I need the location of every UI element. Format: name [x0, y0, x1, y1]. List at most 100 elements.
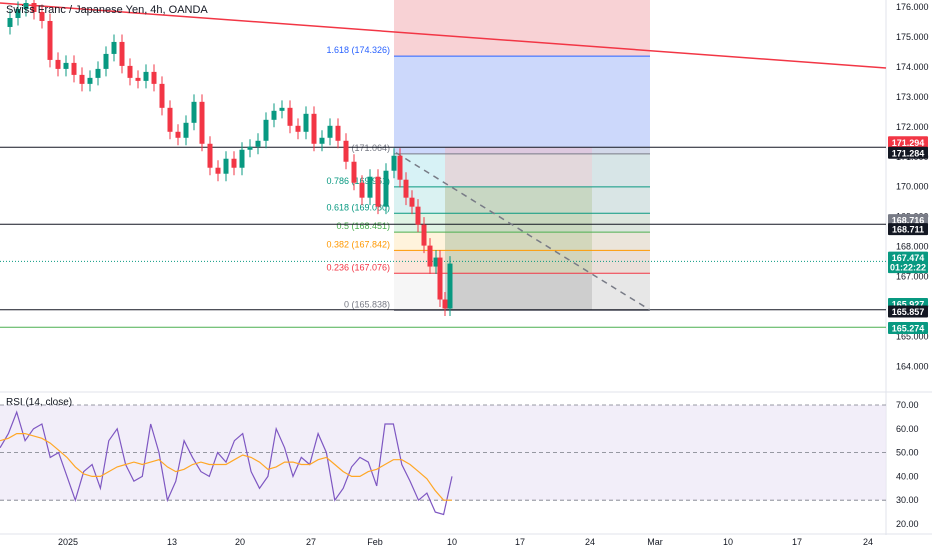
rsi-series-rsi [0, 410, 453, 516]
price-tick-label: 174.000 [896, 62, 929, 72]
fib-label: 0.786 (169.961) [326, 176, 390, 186]
price-label: 165.274 [892, 323, 925, 333]
candle [255, 140, 261, 147]
fib-band [394, 213, 650, 233]
candle [55, 59, 61, 69]
candle [375, 176, 381, 207]
candle [31, 3, 37, 12]
price-label-box [888, 321, 928, 334]
candle [437, 257, 443, 300]
price-tick-label: 175.000 [896, 32, 929, 42]
candle [427, 245, 433, 267]
candle [409, 197, 415, 207]
fib-label: 0.382 (167.842) [326, 239, 390, 249]
price-label-box [888, 146, 928, 159]
candle [287, 107, 293, 126]
rsi-title: RSI (14, close) [6, 397, 73, 408]
candle [151, 71, 157, 84]
candle [127, 65, 133, 78]
candle [135, 77, 141, 81]
candle [47, 20, 53, 60]
x-tick-label: 20 [235, 537, 245, 547]
price-label: 168.711 [892, 225, 924, 235]
candle [15, 8, 21, 18]
price-label: 165.927 [892, 300, 925, 310]
candle [415, 206, 421, 225]
x-tick-label: Feb [367, 537, 383, 547]
price-label-box [888, 223, 928, 236]
candle [175, 131, 181, 138]
fib-band [394, 232, 650, 251]
candle [7, 17, 13, 27]
candle [271, 110, 277, 120]
position-stop-zone [445, 147, 592, 274]
candle [119, 41, 125, 66]
candle [279, 107, 285, 111]
price-label-box [888, 305, 928, 318]
price-label-box [888, 136, 928, 149]
fib-label: 1.618 (174.326) [326, 45, 390, 55]
candle [199, 101, 205, 144]
fib-label: 1 (171.064) [344, 143, 390, 153]
candle [351, 161, 357, 183]
rsi-tick-label: 60.00 [896, 424, 919, 434]
candle [335, 125, 341, 141]
x-tick-label: 10 [447, 537, 457, 547]
price-label-box [888, 251, 928, 264]
candle [231, 158, 237, 168]
candle [223, 158, 229, 174]
candle [95, 68, 101, 78]
fib-zone-extension [394, 56, 650, 154]
price-label: 171.294 [892, 138, 925, 148]
candle [183, 122, 189, 138]
fib-label: 0.236 (167.076) [326, 262, 390, 272]
rsi-tick-label: 40.00 [896, 471, 919, 481]
candle [442, 299, 448, 309]
x-tick-label: Mar [647, 537, 663, 547]
candle [79, 74, 85, 84]
candle [263, 119, 269, 141]
rsi-series-ma [0, 433, 452, 501]
candle [159, 83, 165, 108]
x-tick-label: 2025 [58, 537, 78, 547]
candle [111, 41, 117, 54]
rsi-tick-label: 20.00 [896, 519, 919, 529]
x-tick-label: 24 [585, 537, 595, 547]
x-tick-label: 10 [723, 537, 733, 547]
price-label-box [888, 261, 928, 274]
price-label: 167.474 [892, 253, 925, 263]
candle [207, 143, 213, 168]
price-label: 171.284 [892, 148, 925, 158]
candle [247, 146, 253, 150]
x-tick-label: 17 [792, 537, 802, 547]
candle [23, 3, 29, 9]
candle [295, 125, 301, 132]
x-tick-label: 13 [167, 537, 177, 547]
position-target-zone [445, 273, 592, 311]
projection-line [395, 152, 651, 311]
rsi-tick-label: 30.00 [896, 495, 919, 505]
candle [367, 176, 373, 198]
candle [403, 179, 409, 198]
candle [327, 125, 333, 138]
candle [343, 140, 349, 162]
price-tick-label: 168.000 [896, 242, 929, 252]
rsi-tick-label: 50.00 [896, 448, 919, 458]
candle [383, 170, 389, 207]
fib-label: 0.618 (169.080) [326, 202, 390, 212]
price-tick-label: 165.000 [896, 331, 929, 341]
candle [63, 62, 69, 69]
price-label: 01:22:22 [890, 263, 926, 273]
price-tick-label: 172.000 [896, 122, 929, 132]
candle [319, 137, 325, 144]
candle [391, 155, 397, 171]
fib-label: 0.5 (168.451) [336, 221, 390, 231]
candle [87, 77, 93, 84]
rsi-tick-label: 70.00 [896, 400, 919, 410]
candle [311, 113, 317, 144]
candle [447, 263, 453, 309]
fib-zone-top [394, 0, 650, 57]
candle [359, 182, 365, 198]
